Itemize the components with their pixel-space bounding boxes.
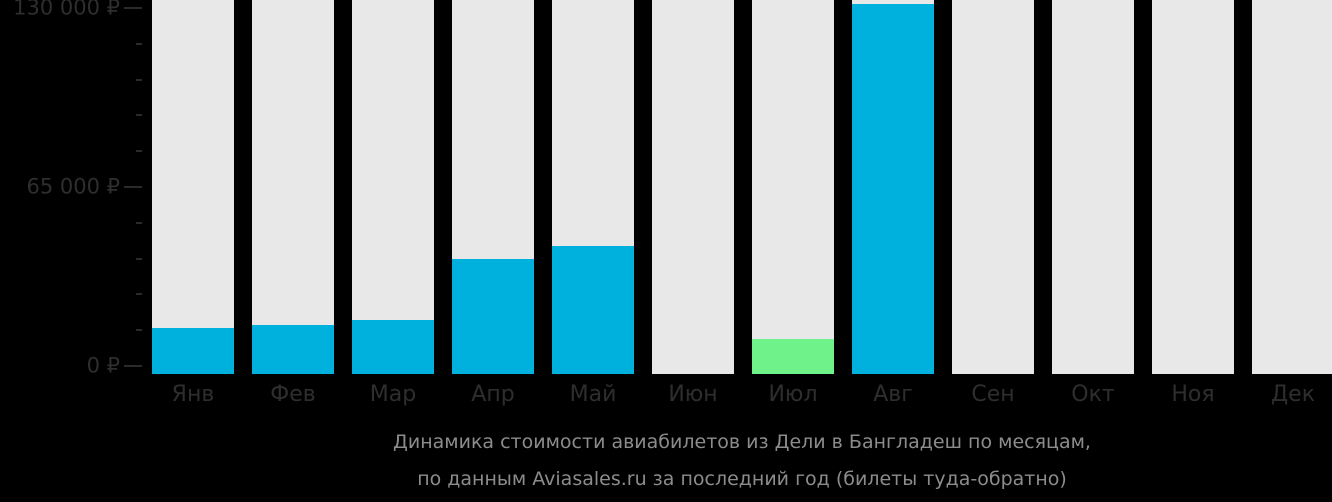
bar-8[interactable]: [852, 0, 934, 374]
bar-value: [752, 339, 834, 374]
bar-7[interactable]: [752, 0, 834, 374]
y-tick-label: 65 000 ₽: [26, 174, 120, 199]
bar-value: [252, 324, 334, 374]
major-tick: [124, 7, 142, 9]
x-tick-label: Май: [569, 382, 617, 407]
x-tick-label: Апр: [471, 382, 515, 407]
major-tick: [124, 365, 142, 367]
chart-title: Динамика стоимости авиабилетов из Дели в…: [393, 431, 1091, 453]
major-tick: [124, 186, 142, 188]
x-tick-label: Янв: [171, 382, 215, 407]
x-tick-label: Фев: [270, 382, 316, 407]
bar-value: [852, 3, 934, 374]
bar-11[interactable]: [1152, 0, 1234, 374]
minor-tick: [136, 78, 142, 81]
x-tick-label: Ноя: [1171, 382, 1215, 407]
minor-tick: [136, 114, 142, 117]
y-tick-label: 0 ₽: [86, 353, 120, 378]
bar-value: [352, 320, 434, 374]
bar-10[interactable]: [1052, 0, 1134, 374]
minor-tick: [136, 221, 142, 224]
minor-tick: [136, 42, 142, 45]
bar-9[interactable]: [952, 0, 1034, 374]
bar-value: [552, 245, 634, 374]
minor-tick: [136, 293, 142, 296]
x-tick-label: Июл: [768, 382, 818, 407]
x-tick-label: Июн: [668, 382, 718, 407]
minor-tick: [136, 257, 142, 260]
y-tick-label: 130 000 ₽: [13, 0, 120, 20]
chart-subtitle: по данным Aviasales.ru за последний год …: [417, 468, 1067, 490]
bar-value: [152, 328, 234, 374]
x-tick-label: Авг: [873, 382, 913, 407]
x-tick-label: Окт: [1071, 382, 1115, 407]
bar-value: [452, 258, 534, 374]
x-tick-label: Сен: [971, 382, 1015, 407]
x-tick-label: Дек: [1270, 382, 1315, 407]
bar-2[interactable]: [252, 0, 334, 374]
bar-6[interactable]: [652, 0, 734, 374]
bar-1[interactable]: [152, 0, 234, 374]
minor-tick: [136, 150, 142, 153]
bar-12[interactable]: [1252, 0, 1332, 374]
bar-4[interactable]: [452, 0, 534, 374]
x-tick-label: Мар: [369, 382, 417, 407]
bar-5[interactable]: [552, 0, 634, 374]
bar-3[interactable]: [352, 0, 434, 374]
minor-tick: [136, 329, 142, 332]
